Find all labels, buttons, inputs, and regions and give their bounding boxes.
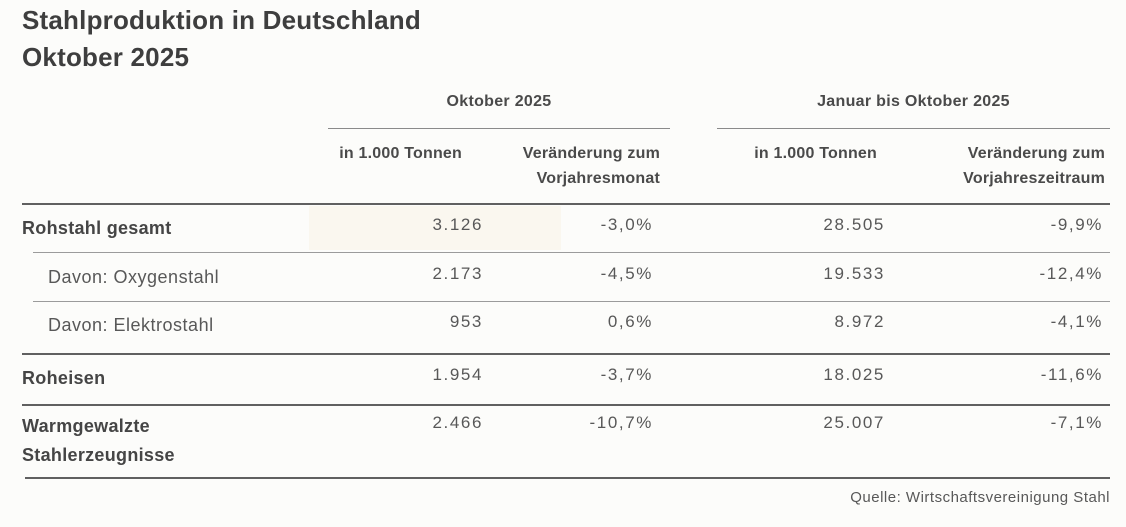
page-title: Stahlproduktion in Deutschland Oktober 2… <box>22 2 421 76</box>
row-separator <box>33 301 1110 302</box>
value-cell: -11,6% <box>1040 365 1103 384</box>
column-header-tonnes-janoct: in 1.000 Tonnen <box>754 145 877 162</box>
value-cell: -7,1% <box>1050 413 1103 432</box>
column-group-underline <box>328 128 670 129</box>
value-cell: -3,7% <box>600 365 653 384</box>
table-row: Davon: Elektrostahl 953 0,6% 8.972 -4,1% <box>0 311 1126 341</box>
value-cell: -4,5% <box>600 264 653 283</box>
source-attribution: Quelle: Wirtschaftsvereinigung Stahl <box>850 489 1110 506</box>
column-group-october: Oktober 2025 <box>446 93 552 110</box>
table-row: Warmgewalzte Stahlerzeugnisse 2.466 -10,… <box>0 412 1126 465</box>
column-header-change-month: Veränderung zum Vorjahresmonat <box>522 145 660 187</box>
value-cell: -10,7% <box>589 413 653 432</box>
value-cell: 25.007 <box>823 413 885 432</box>
table-row: Roheisen 1.954 -3,7% 18.025 -11,6% <box>0 364 1126 394</box>
value-cell: 19.533 <box>823 264 885 283</box>
value-cell: 1.954 <box>432 365 483 384</box>
row-label: Davon: Oxygenstahl <box>48 267 220 287</box>
value-cell: -12,4% <box>1039 264 1103 283</box>
header-separator <box>22 203 1110 205</box>
column-group-jan-oct: Januar bis Oktober 2025 <box>817 93 1010 110</box>
cell-highlight <box>309 206 561 250</box>
column-header-tonnes-oct: in 1.000 Tonnen <box>339 145 462 162</box>
value-cell: 18.025 <box>823 365 885 384</box>
value-cell: -3,0% <box>600 215 653 234</box>
value-cell: -9,9% <box>1050 215 1103 234</box>
value-cell: 0,6% <box>607 312 653 331</box>
value-cell: 2.466 <box>432 413 483 432</box>
row-label: Roheisen <box>22 368 106 388</box>
table-row: Davon: Oxygenstahl 2.173 -4,5% 19.533 -1… <box>0 263 1126 293</box>
value-cell: 953 <box>449 312 483 331</box>
row-separator <box>33 252 1110 253</box>
value-cell: 8.972 <box>834 312 885 331</box>
row-separator <box>22 404 1110 406</box>
value-cell: 2.173 <box>432 264 483 283</box>
table-bottom-separator <box>25 477 1110 479</box>
table-row: Rohstahl gesamt 3.126 -3,0% 28.505 -9,9% <box>0 214 1126 244</box>
value-cell: -4,1% <box>1050 312 1103 331</box>
column-header-change-period: Veränderung zum Vorjahreszeitraum <box>963 145 1105 187</box>
row-separator <box>22 353 1110 355</box>
row-label: Davon: Elektrostahl <box>48 315 214 335</box>
row-label: Warmgewalzte Stahlerzeugnisse <box>22 416 175 465</box>
page-title-line2: Oktober 2025 <box>22 42 190 72</box>
value-cell: 3.126 <box>432 215 483 234</box>
row-label: Rohstahl gesamt <box>22 218 172 238</box>
page-title-line1: Stahlproduktion in Deutschland <box>22 5 421 35</box>
value-cell: 28.505 <box>823 215 885 234</box>
column-group-underline <box>717 128 1110 129</box>
